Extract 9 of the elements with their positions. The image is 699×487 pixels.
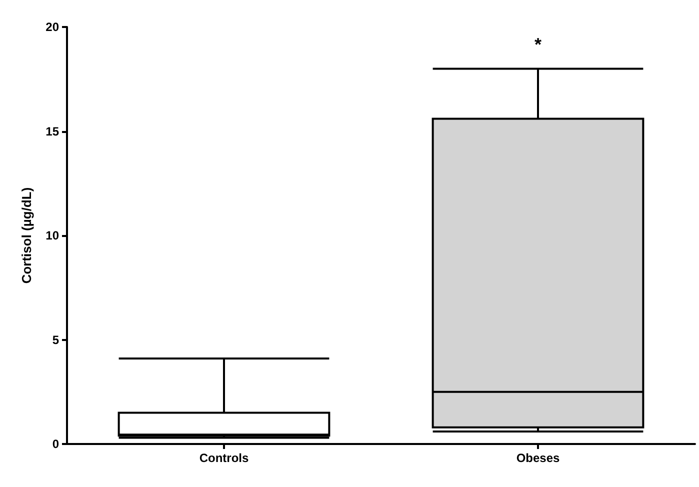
y-tick-label: 15 (46, 124, 60, 138)
y-tick-label: 0 (52, 437, 60, 451)
y-tick-label: 10 (46, 228, 60, 242)
x-tick-label: Obeses (516, 451, 560, 465)
x-tick-label: Controls (199, 451, 249, 465)
y-axis-title: Cortisol (µg/dL) (19, 187, 34, 284)
y-tick-label: 20 (46, 20, 60, 34)
y-tick-label: 5 (52, 332, 60, 347)
annotation: * (534, 34, 542, 55)
